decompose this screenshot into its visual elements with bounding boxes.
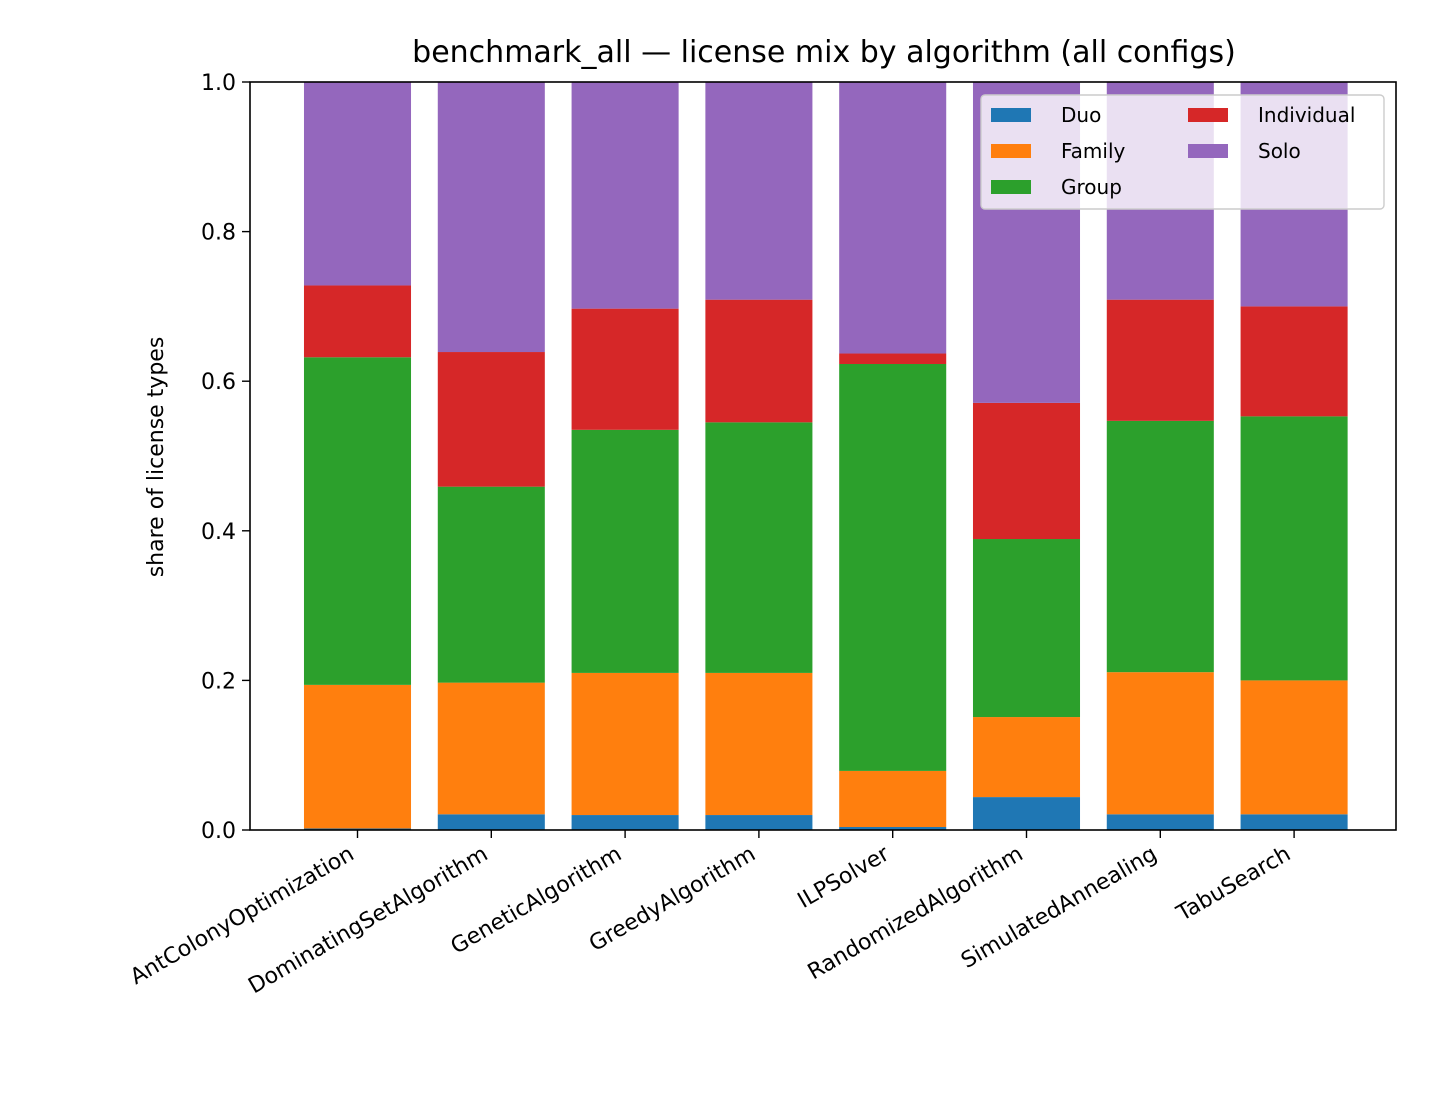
bar-segment — [839, 770, 947, 828]
x-axis: AntColonyOptimizationDominatingSetAlgori… — [126, 830, 1295, 999]
bar-segment — [705, 82, 813, 300]
bar-segment — [1240, 680, 1348, 815]
bar-segment — [839, 364, 947, 771]
bar-segment — [972, 797, 1081, 830]
legend-swatch — [991, 108, 1031, 122]
legend: Duo Family Group Individual Solo — [980, 94, 1385, 210]
bar-segment — [1106, 420, 1214, 673]
bar-segment — [972, 402, 1081, 540]
x-tick-label: TabuSearch — [1172, 842, 1295, 928]
bar-segment — [303, 82, 412, 286]
bar-segment — [303, 357, 412, 685]
bar-segment — [571, 815, 679, 830]
y-tick-label: 0.2 — [201, 669, 236, 694]
bar-segment — [437, 82, 545, 353]
bar-segment — [571, 429, 679, 673]
bar-segment — [437, 352, 545, 487]
legend-label: Family — [1061, 139, 1126, 163]
bar-segment — [571, 82, 679, 309]
bar-segment — [1240, 306, 1348, 417]
bar-segment — [705, 422, 813, 673]
x-tick-label: AntColonyOptimization — [126, 842, 358, 991]
chart-title: benchmark_all — license mix by algorithm… — [412, 35, 1236, 70]
bar-segment — [972, 539, 1081, 718]
bar-segment — [1106, 299, 1214, 421]
y-tick-label: 0.0 — [201, 819, 236, 844]
plot-frame — [249, 81, 1397, 831]
y-tick-label: 0.6 — [201, 370, 236, 395]
legend-swatch — [991, 180, 1031, 194]
bar-segment — [437, 814, 545, 830]
bar-segment — [1240, 814, 1348, 830]
legend-swatch — [991, 144, 1031, 158]
bar-segment — [839, 82, 947, 354]
bar-segment — [1106, 672, 1214, 815]
x-tick-label: RandomizedAlgorithm — [804, 842, 1028, 986]
bar-segment — [972, 717, 1081, 798]
bar-segment — [571, 308, 679, 430]
bar-segment — [437, 682, 545, 815]
legend-label: Individual — [1258, 103, 1355, 127]
x-tick-label: ILPSolver — [794, 841, 895, 914]
legend-swatch — [1188, 108, 1228, 122]
bar-segment — [705, 299, 813, 423]
legend-label: Solo — [1258, 139, 1301, 163]
legend-swatch — [1188, 144, 1228, 158]
bar-segment — [839, 353, 947, 364]
legend-label: Group — [1061, 175, 1122, 199]
bar-segment — [1106, 814, 1214, 830]
bars-group — [303, 82, 1348, 830]
bar-segment — [303, 285, 412, 358]
bar-segment — [839, 827, 947, 830]
legend-label: Duo — [1061, 103, 1101, 127]
bar-segment — [437, 486, 545, 683]
bar-segment — [705, 672, 813, 816]
bar-segment — [705, 815, 813, 830]
y-tick-label: 0.4 — [201, 520, 236, 545]
bar-segment — [303, 684, 412, 829]
y-tick-label: 0.8 — [201, 221, 236, 246]
bar-segment — [1240, 416, 1348, 681]
x-tick-label: DominatingSetAlgorithm — [244, 842, 492, 1000]
bar-segment — [571, 672, 679, 816]
y-tick-label: 1.0 — [201, 71, 236, 96]
y-axis-label: share of license types — [144, 337, 169, 578]
legend-box — [980, 94, 1385, 210]
y-axis: 0.0 0.2 0.4 0.6 0.8 1.0 — [201, 71, 250, 844]
